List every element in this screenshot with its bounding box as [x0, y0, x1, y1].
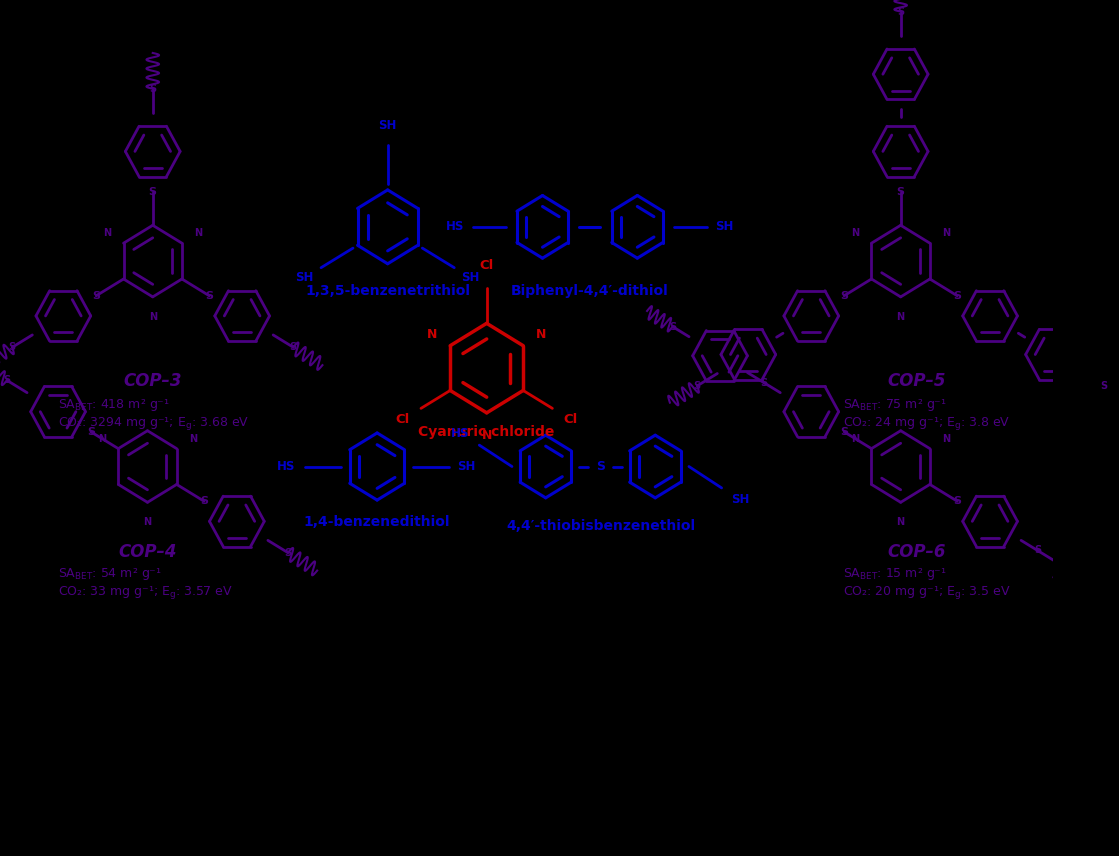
Text: COP–3: COP–3 [123, 372, 182, 390]
Text: HS: HS [451, 427, 470, 441]
Text: N: N [942, 228, 950, 238]
Text: Biphenyl-4,4′-dithiol: Biphenyl-4,4′-dithiol [511, 284, 669, 298]
Text: SA$_{\mathsf{BET}}$: 54 m² g⁻¹: SA$_{\mathsf{BET}}$: 54 m² g⁻¹ [58, 566, 162, 581]
Text: N: N [426, 328, 438, 341]
Text: S: S [1101, 381, 1108, 391]
Text: S: S [1034, 545, 1041, 556]
Text: 1,3,5-benzenetrithiol: 1,3,5-benzenetrithiol [305, 284, 470, 298]
Text: 4,4′-thiobisbenzenethiol: 4,4′-thiobisbenzenethiol [506, 520, 695, 533]
Text: SH: SH [732, 492, 750, 506]
Text: COP–6: COP–6 [887, 543, 946, 562]
Text: SA$_{\mathsf{BET}}$: 418 m² g⁻¹: SA$_{\mathsf{BET}}$: 418 m² g⁻¹ [58, 397, 170, 413]
Text: CO₂: 24 mg g⁻¹; E$_{\mathsf{g}}$: 3.8 eV: CO₂: 24 mg g⁻¹; E$_{\mathsf{g}}$: 3.8 eV [843, 415, 1010, 432]
Text: SH: SH [458, 460, 476, 473]
Text: S: S [896, 187, 904, 197]
Text: N: N [896, 518, 905, 527]
Text: S: S [290, 342, 297, 352]
Text: N: N [97, 433, 106, 443]
Text: CO₂: 33 mg g⁻¹; E$_{\mathsf{g}}$: 3.57 eV: CO₂: 33 mg g⁻¹; E$_{\mathsf{g}}$: 3.57 e… [58, 584, 233, 601]
Text: S: S [87, 427, 95, 437]
Text: HS: HS [278, 460, 295, 473]
Text: S: S [205, 291, 214, 300]
Text: N: N [481, 429, 492, 442]
Text: S: S [669, 322, 676, 331]
Text: SA$_{\mathsf{BET}}$: 15 m² g⁻¹: SA$_{\mathsf{BET}}$: 15 m² g⁻¹ [843, 566, 947, 581]
Text: HS: HS [445, 220, 464, 234]
Text: S: S [149, 187, 157, 197]
Text: N: N [852, 228, 859, 238]
Text: S: S [840, 291, 848, 300]
Text: COP–5: COP–5 [887, 372, 946, 390]
Text: Cl: Cl [480, 259, 493, 271]
Text: 1,4-benzenedithiol: 1,4-benzenedithiol [304, 515, 450, 529]
Text: N: N [103, 228, 111, 238]
Text: N: N [143, 518, 151, 527]
Text: S: S [149, 84, 157, 94]
Text: SH: SH [295, 271, 313, 284]
Text: Cl: Cl [564, 413, 577, 426]
Text: S: S [200, 496, 208, 506]
Text: S: S [596, 460, 605, 473]
Text: S: S [3, 376, 10, 385]
Text: N: N [149, 312, 157, 322]
Text: SH: SH [715, 220, 734, 234]
Text: N: N [942, 433, 950, 443]
Text: SH: SH [461, 271, 480, 284]
Text: CO₂: 3294 mg g⁻¹; E$_{\mathsf{g}}$: 3.68 eV: CO₂: 3294 mg g⁻¹; E$_{\mathsf{g}}$: 3.68… [58, 415, 250, 432]
Text: S: S [284, 548, 292, 557]
Text: N: N [189, 433, 197, 443]
Text: S: S [897, 7, 904, 16]
Text: S: S [840, 427, 848, 437]
Text: N: N [536, 328, 546, 341]
Text: N: N [852, 433, 859, 443]
Text: S: S [694, 381, 700, 391]
Text: N: N [195, 228, 203, 238]
Text: Cyanuric chloride: Cyanuric chloride [419, 425, 555, 439]
Text: SH: SH [378, 118, 397, 132]
Text: SA$_{\mathsf{BET}}$: 75 m² g⁻¹: SA$_{\mathsf{BET}}$: 75 m² g⁻¹ [843, 397, 947, 413]
Text: S: S [760, 377, 768, 388]
Text: COP–4: COP–4 [119, 543, 177, 562]
Text: Cl: Cl [396, 413, 410, 426]
Text: S: S [953, 496, 961, 506]
Text: S: S [9, 342, 16, 352]
Text: S: S [92, 291, 101, 300]
Text: CO₂: 20 mg g⁻¹; E$_{\mathsf{g}}$: 3.5 eV: CO₂: 20 mg g⁻¹; E$_{\mathsf{g}}$: 3.5 eV [843, 584, 1010, 601]
Text: N: N [896, 312, 905, 322]
Text: S: S [953, 291, 961, 300]
